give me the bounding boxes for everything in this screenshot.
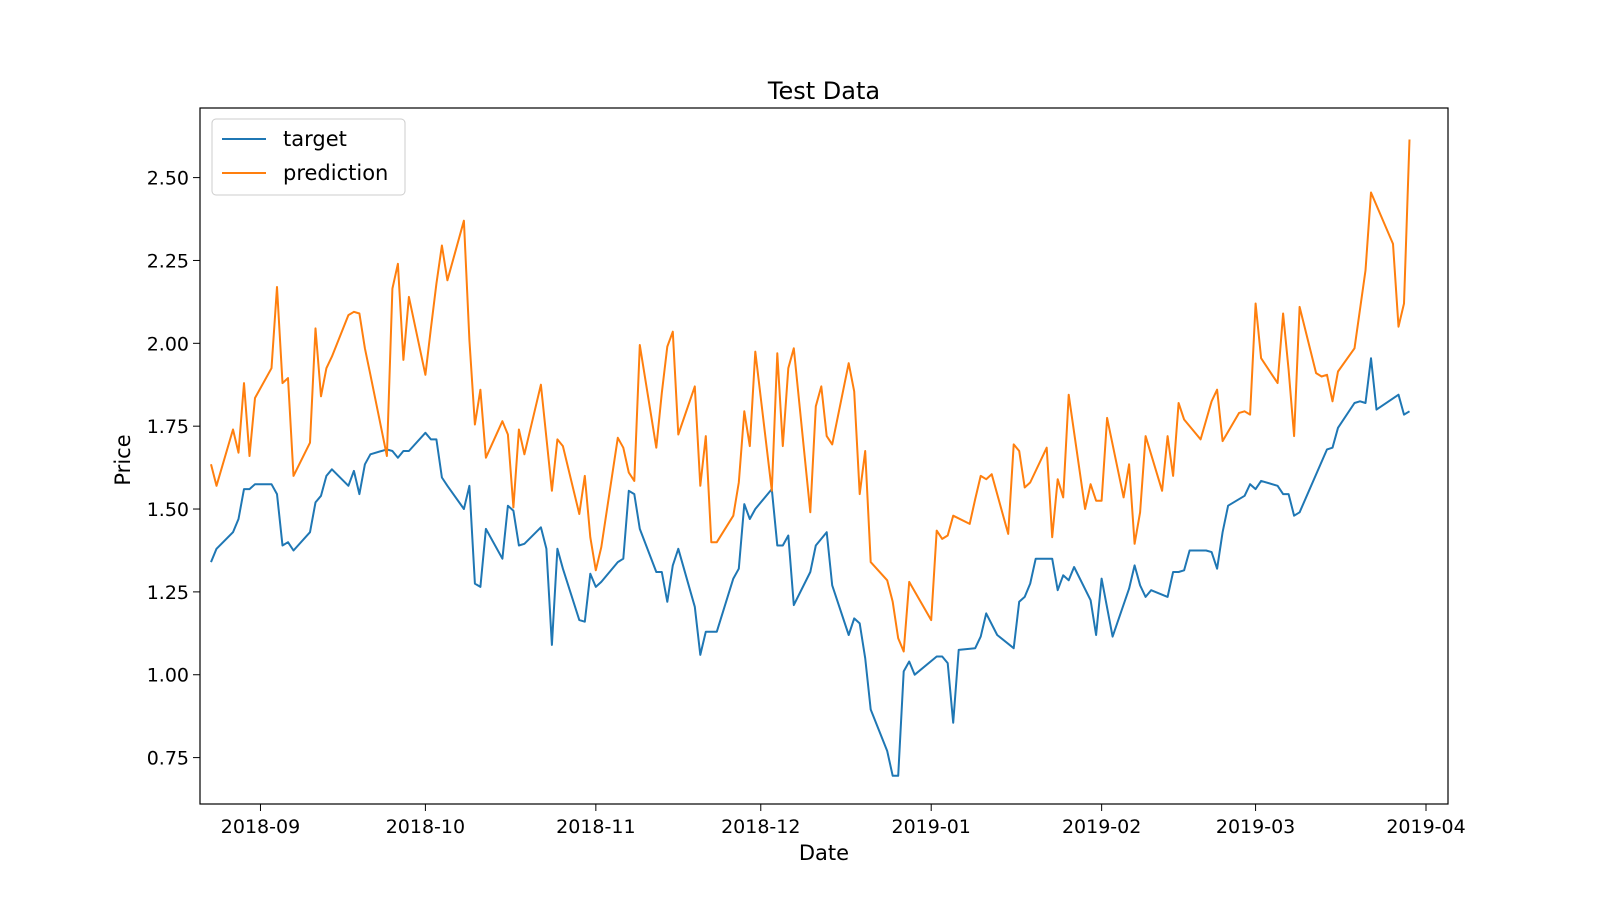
x-tick-label: 2018-10 — [386, 816, 465, 838]
series-line-prediction — [210, 139, 1411, 653]
x-tick-label: 2019-02 — [1062, 816, 1141, 838]
x-tick-label: 2018-12 — [721, 816, 800, 838]
y-tick-label: 2.00 — [147, 333, 189, 355]
x-tick-label: 2019-04 — [1386, 816, 1465, 838]
y-tick-label: 1.75 — [147, 416, 189, 438]
series-lines — [210, 139, 1411, 777]
series-line-target — [210, 357, 1411, 777]
legend-label-target: target — [283, 127, 347, 151]
x-axis: 2018-09 2018-10 2018-11 2018-12 2019-01 2019-… — [221, 804, 1466, 838]
x-tick-label: 2019-01 — [892, 816, 971, 838]
y-tick-label: 2.25 — [147, 250, 189, 272]
x-tick-label: 2018-09 — [221, 816, 300, 838]
x-tick-label: 2019-03 — [1216, 816, 1295, 838]
y-tick-label: 2.50 — [147, 168, 189, 190]
y-tick-label: 1.50 — [147, 499, 189, 521]
chart-title: Test Data — [767, 77, 880, 105]
plot-area-frame — [199, 107, 1449, 805]
y-axis: 0.75 1.00 1.25 1.50 1.75 2.00 2.25 2.50 — [147, 168, 200, 770]
legend-label-prediction: prediction — [283, 161, 388, 185]
x-axis-label: Date — [799, 841, 849, 865]
y-tick-label: 0.75 — [147, 748, 189, 770]
x-tick-label: 2018-11 — [556, 816, 635, 838]
y-tick-label: 1.00 — [147, 665, 189, 687]
legend: target prediction — [211, 118, 406, 196]
y-tick-label: 1.25 — [147, 582, 189, 604]
y-axis-label: Price — [111, 434, 135, 485]
